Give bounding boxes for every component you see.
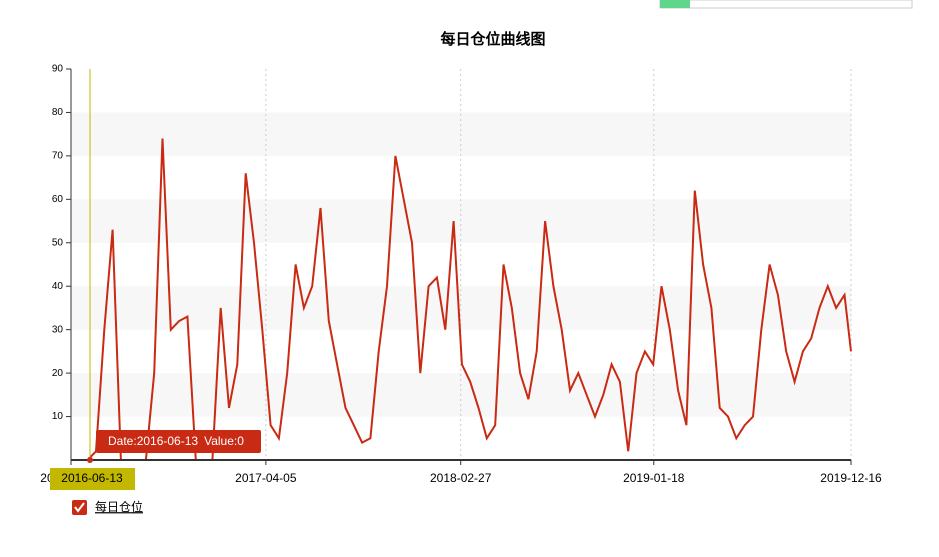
y-tick-label: 90 xyxy=(52,64,64,75)
tooltip-part: Date: xyxy=(108,434,137,448)
pointer-dot xyxy=(87,457,94,463)
tooltip-part: Value: xyxy=(204,434,237,448)
y-tick-label: 70 xyxy=(52,151,64,162)
y-tick-label: 50 xyxy=(52,237,64,248)
grid-band xyxy=(71,286,851,330)
x-tick-label: 2019-01-18 xyxy=(623,471,685,485)
y-tick-label: 60 xyxy=(52,194,64,205)
y-tick-label: 10 xyxy=(52,411,64,422)
x-tick-label: 2018-02-27 xyxy=(430,471,492,485)
tooltip-box xyxy=(96,430,261,453)
pointer-label-box xyxy=(50,468,135,490)
tooltip-part: 0 xyxy=(237,434,244,448)
y-tick-label: 20 xyxy=(52,368,64,379)
tooltip-text: Date:2016-06-13 Value:0 xyxy=(108,434,244,448)
chart-title: 每日仓位曲线图 xyxy=(440,30,545,48)
pointer-label: 2016-06-13 xyxy=(61,471,123,485)
toolbar-button xyxy=(660,0,690,8)
y-tick-label: 40 xyxy=(52,281,64,292)
toolbar xyxy=(659,0,913,9)
x-tick-label: 2019-12-16 xyxy=(820,471,882,485)
y-tick-label: 30 xyxy=(52,324,64,335)
tooltip-part: 2016-06-13 xyxy=(137,434,199,448)
x-tick-label: 2017-04-05 xyxy=(235,471,297,485)
legend-label[interactable]: 每日仓位 xyxy=(95,499,143,514)
y-tick-label: 80 xyxy=(52,107,64,118)
legend-check xyxy=(74,502,85,513)
